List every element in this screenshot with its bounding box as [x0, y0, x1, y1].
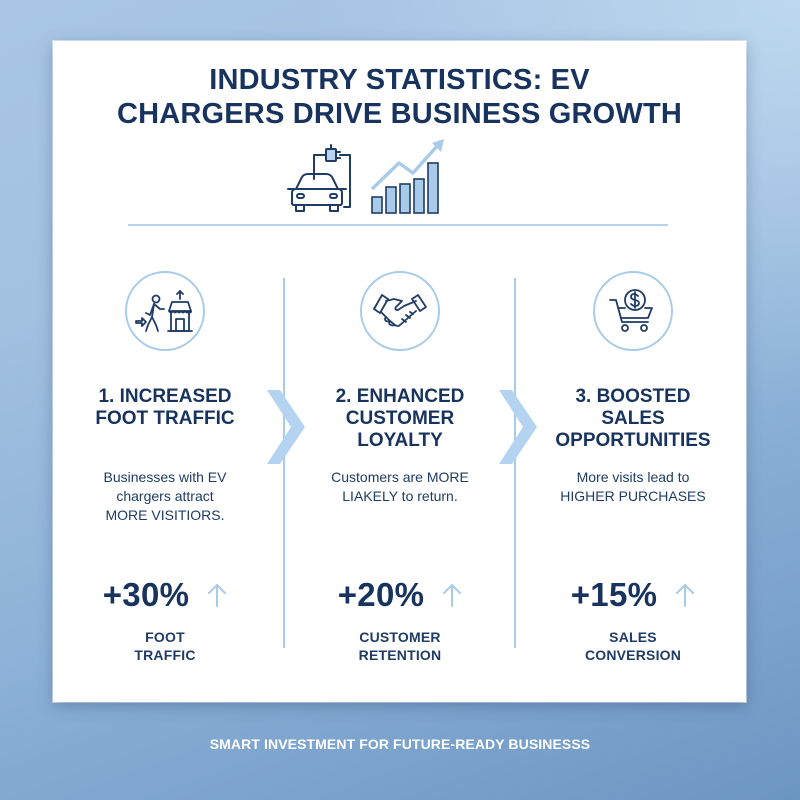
column-description: More visits lead to HIGHER PURCHASES — [560, 469, 706, 504]
chevron-right-icon — [499, 390, 537, 464]
stat-row: +20% — [290, 576, 510, 614]
foot-traffic-store-icon — [135, 290, 193, 332]
infographic-card: INDUSTRY STATISTICS: EV CHARGERS DRIVE B… — [53, 41, 746, 702]
page-title: INDUSTRY STATISTICS: EV CHARGERS DRIVE B… — [53, 63, 746, 131]
stat-value: +15% — [570, 576, 658, 613]
chevron-right-icon — [267, 390, 305, 464]
stat-label: SALES CONVERSION — [584, 629, 682, 663]
handshake-icon — [373, 294, 427, 327]
growth-bar-chart-icon — [370, 139, 444, 214]
ev-car-charging-icon — [287, 144, 351, 212]
column-divider-2 — [514, 278, 516, 648]
arrow-up-icon — [208, 583, 227, 607]
stat-column-sales-opportunities: 3. BOOSTED SALES OPPORTUNITIES More visi… — [523, 271, 743, 663]
header-divider — [128, 224, 668, 226]
footer-tagline: SMART INVESTMENT FOR FUTURE-READY BUSINE… — [209, 736, 591, 752]
arrow-up-icon — [443, 583, 462, 607]
stat-row: +30% — [55, 576, 275, 614]
stat-row: +15% — [523, 576, 743, 614]
stat-label: FOOT TRAFFIC — [134, 629, 196, 663]
icon-badge — [593, 271, 673, 351]
icon-badge — [360, 271, 440, 351]
shopping-cart-dollar-icon — [609, 289, 653, 332]
column-heading: 1. INCREASED FOOT TRAFFIC — [95, 386, 235, 429]
stat-column-customer-loyalty: 2. ENHANCED CUSTOMER LOYALTY Customers a… — [290, 271, 510, 663]
column-divider-1 — [283, 278, 285, 648]
arrow-up-icon — [676, 583, 695, 607]
stat-value: +30% — [102, 576, 190, 613]
column-description: Businesses with EV chargers attract MORE… — [103, 469, 227, 523]
title-line-2: CHARGERS DRIVE BUSINESS GROWTH — [116, 98, 683, 130]
icon-badge — [125, 271, 205, 351]
title-line-1: INDUSTRY STATISTICS: EV — [209, 64, 590, 96]
stat-label: CUSTOMER RETENTION — [358, 629, 442, 663]
ev-growth-hero-icon — [287, 139, 444, 214]
column-heading: 2. ENHANCED CUSTOMER LOYALTY — [335, 386, 465, 451]
column-description: Customers are MORE LIAKELY to return. — [331, 469, 469, 504]
column-heading: 3. BOOSTED SALES OPPORTUNITIES — [555, 386, 711, 451]
stat-value: +20% — [337, 576, 425, 613]
stat-column-foot-traffic: 1. INCREASED FOOT TRAFFIC Businesses wit… — [55, 271, 275, 663]
